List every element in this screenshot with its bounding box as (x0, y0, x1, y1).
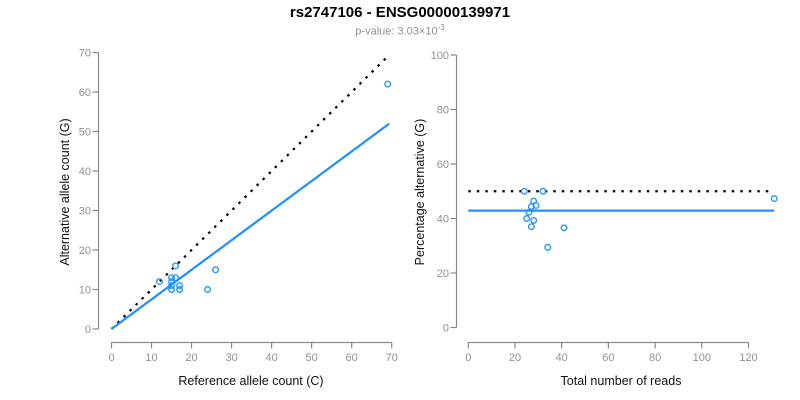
data-point (530, 216, 538, 224)
x-tick-label: 0 (108, 352, 114, 364)
data-points (156, 80, 392, 293)
y-tick-label: 70 (79, 47, 91, 59)
data-point (168, 278, 175, 286)
y-tick-label: 0 (85, 324, 91, 336)
y-tick-label: 60 (79, 87, 91, 99)
y-axis-title: Percentage alternative (G) (413, 119, 427, 266)
y-tick-label: 100 (431, 50, 449, 62)
pvalue-subtitle: p-value: 3.03×10-3 (0, 23, 800, 38)
y-tick-label: 40 (437, 213, 449, 225)
data-point (527, 223, 535, 231)
y-axis-title: Alternative allele count (G) (58, 118, 72, 265)
x-tick-label: 50 (306, 352, 318, 364)
y-tick-label: 50 (79, 126, 91, 138)
x-axis: 0 10 20 30 40 50 60 70 (108, 341, 398, 364)
y-tick-label: 40 (79, 166, 91, 178)
y-axis: 0 10 20 30 40 50 60 70 (79, 47, 100, 336)
y-tick-label: 10 (79, 284, 91, 296)
x-tick-label: 40 (556, 352, 568, 364)
data-point (520, 187, 528, 195)
data-point (168, 286, 175, 293)
data-point (172, 274, 179, 282)
data-point (532, 201, 540, 209)
plot-allele-counts: 0 10 20 30 40 50 60 70 0 10 20 30 40 50 60 70 Reference … (58, 47, 398, 388)
pvalue-text: p-value: 3.03×10 (355, 25, 438, 38)
data-point (544, 243, 552, 251)
data-points (520, 187, 778, 251)
pvalue-exponent: -3 (437, 23, 445, 32)
x-axis: 0 20 40 60 80 100 120 (465, 341, 758, 364)
data-point (525, 208, 533, 216)
x-tick-label: 20 (185, 352, 197, 364)
identity-line (110, 55, 389, 330)
data-point (560, 224, 568, 232)
fit-line (110, 122, 390, 330)
x-tick-label: 10 (145, 352, 157, 364)
y-tick-label: 0 (443, 322, 449, 334)
x-tick-label: 120 (739, 352, 757, 364)
data-point (204, 286, 212, 293)
data-point (539, 187, 547, 195)
data-point (212, 266, 220, 274)
plot-percentage-alternative: 0 20 40 60 80 100 0 20 40 60 80 100 120 Total number … (413, 50, 778, 388)
data-point (176, 286, 184, 293)
data-point (172, 262, 179, 270)
x-tick-label: 80 (649, 352, 661, 364)
x-tick-label: 100 (693, 352, 711, 364)
x-tick-label: 60 (346, 352, 358, 364)
data-point (523, 215, 531, 222)
x-tick-label: 70 (386, 352, 398, 364)
x-tick-label: 40 (265, 352, 277, 364)
y-axis: 0 20 40 60 80 100 (431, 50, 458, 334)
x-tick-label: 30 (225, 352, 237, 364)
x-tick-label: 0 (465, 352, 471, 364)
y-tick-label: 80 (437, 104, 449, 116)
page-title: rs2747106 - ENSG00000139971 (289, 4, 511, 21)
y-tick-label: 20 (79, 245, 91, 257)
data-point (156, 278, 163, 286)
x-axis-title: Total number of reads (561, 374, 682, 388)
data-point (168, 282, 175, 289)
y-tick-label: 30 (79, 205, 91, 217)
x-axis-title: Reference allele count (C) (178, 374, 323, 388)
data-point (168, 274, 175, 282)
y-tick-label: 60 (437, 159, 449, 171)
x-tick-label: 60 (602, 352, 614, 364)
data-point (527, 203, 535, 210)
y-tick-label: 20 (437, 268, 449, 280)
x-tick-label: 20 (509, 352, 521, 364)
data-point (384, 80, 392, 88)
data-point (770, 195, 778, 203)
data-point (176, 282, 184, 289)
